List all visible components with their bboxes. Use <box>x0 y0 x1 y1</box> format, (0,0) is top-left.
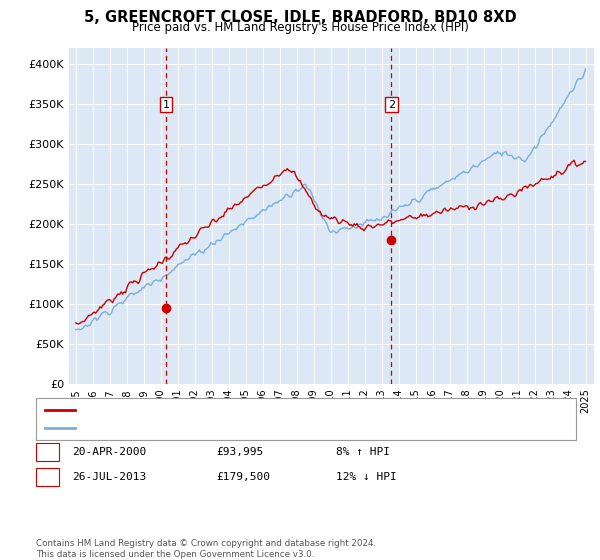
Text: 2: 2 <box>44 472 51 482</box>
Text: 5, GREENCROFT CLOSE, IDLE, BRADFORD, BD10 8XD: 5, GREENCROFT CLOSE, IDLE, BRADFORD, BD1… <box>83 10 517 25</box>
Text: 1: 1 <box>44 447 51 457</box>
Text: HPI: Average price, detached house, Bradford: HPI: Average price, detached house, Brad… <box>81 423 345 433</box>
Text: £179,500: £179,500 <box>216 472 270 482</box>
Text: £93,995: £93,995 <box>216 447 263 457</box>
Text: 26-JUL-2013: 26-JUL-2013 <box>72 472 146 482</box>
Text: 20-APR-2000: 20-APR-2000 <box>72 447 146 457</box>
Text: 5, GREENCROFT CLOSE, IDLE, BRADFORD, BD10 8XD (detached house): 5, GREENCROFT CLOSE, IDLE, BRADFORD, BD1… <box>81 405 453 415</box>
Text: 2: 2 <box>388 100 395 110</box>
Text: 8% ↑ HPI: 8% ↑ HPI <box>336 447 390 457</box>
Text: Contains HM Land Registry data © Crown copyright and database right 2024.
This d: Contains HM Land Registry data © Crown c… <box>36 539 376 559</box>
Text: 12% ↓ HPI: 12% ↓ HPI <box>336 472 397 482</box>
Text: 1: 1 <box>163 100 169 110</box>
Text: Price paid vs. HM Land Registry's House Price Index (HPI): Price paid vs. HM Land Registry's House … <box>131 21 469 34</box>
